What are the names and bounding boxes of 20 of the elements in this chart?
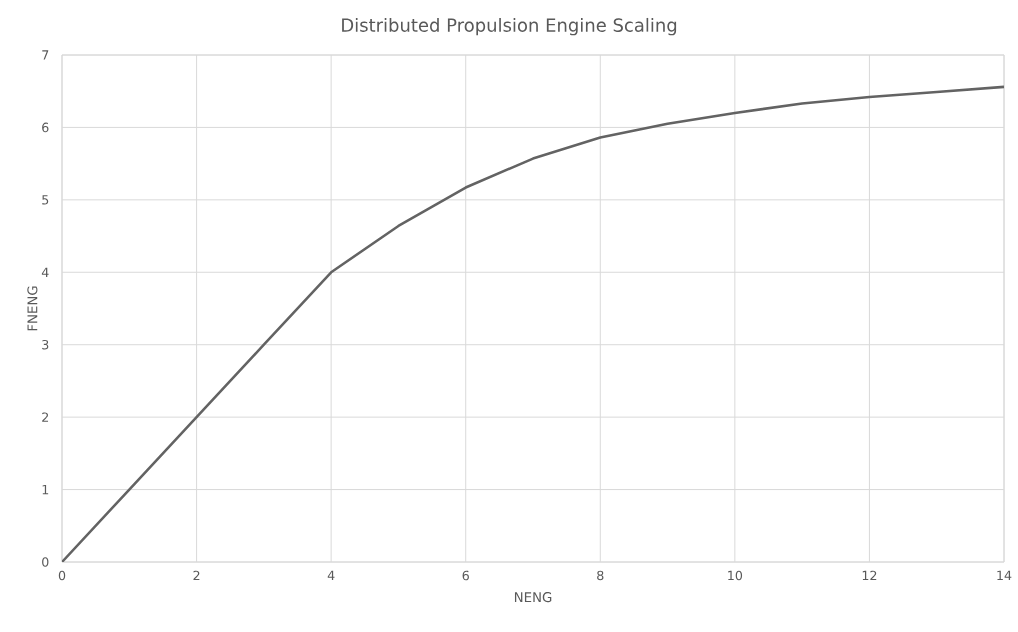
x-tick-label: 6 — [462, 570, 469, 581]
y-tick-label: 5 — [42, 195, 49, 205]
x-tick-label: 14 — [997, 570, 1012, 580]
y-tick-label: 6 — [42, 122, 49, 133]
y-axis-title: FNENG — [27, 286, 38, 331]
x-tick-label: 2 — [193, 570, 200, 581]
chart-title: Distributed Propulsion Engine Scaling — [342, 17, 677, 36]
y-tick-label: 1 — [42, 484, 49, 495]
y-tick-label: 4 — [41, 267, 49, 277]
y-tick-label: 0 — [42, 557, 49, 567]
line-series — [62, 85, 1004, 562]
x-tick-label: 4 — [327, 570, 335, 580]
x-tick-label: 10 — [728, 570, 743, 581]
x-axis-title: NENG — [514, 592, 552, 603]
x-tick-label: 12 — [862, 570, 877, 581]
x-tick-label: 0 — [58, 570, 66, 581]
y-tick-label: 7 — [42, 50, 49, 60]
y-tick-label: 3 — [42, 339, 49, 350]
y-tick-label: 2 — [42, 412, 49, 422]
x-tick-label: 8 — [597, 570, 604, 581]
